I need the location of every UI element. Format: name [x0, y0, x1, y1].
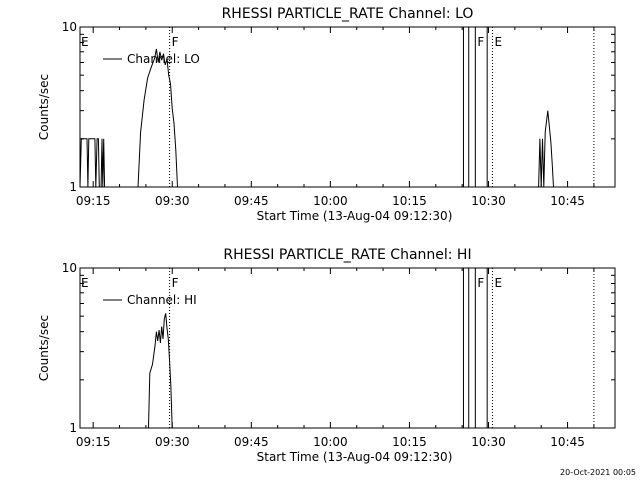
x-tick-label: 10:00 [313, 435, 348, 449]
series-line [148, 313, 173, 429]
x-axis-label: Start Time (13-Aug-04 09:12:30) [257, 450, 453, 464]
event-marker-label: E [81, 276, 89, 290]
event-marker-label: F [172, 276, 179, 290]
x-tick-label: 09:45 [234, 194, 269, 208]
event-marker-label: E [494, 35, 502, 49]
y-tick-label: 10 [62, 20, 77, 34]
chart-panel-hi: RHESSI PARTICLE_RATE Channel: HI 09:15 09:… [37, 247, 616, 464]
x-tick-label: 10:15 [392, 435, 427, 449]
event-marker-label: F [477, 276, 484, 290]
legend-entry: Channel: HI [127, 293, 197, 307]
event-marker-label: E [494, 276, 502, 290]
x-tick-label: 09:45 [234, 435, 269, 449]
y-tick-label: 1 [69, 421, 77, 435]
event-marker-label: F [172, 35, 179, 49]
generated-timestamp: 20-Oct-2021 00:05 [560, 468, 636, 477]
y-tick-label: 10 [62, 261, 77, 275]
x-tick-label: 10:00 [313, 194, 348, 208]
series-line [79, 48, 554, 188]
chart-title: RHESSI PARTICLE_RATE Channel: LO [222, 6, 474, 22]
legend-entry: Channel: LO [127, 52, 200, 66]
x-tick-label: 09:15 [76, 194, 111, 208]
y-axis-label: Counts/sec [37, 315, 51, 381]
y-tick-label: 1 [69, 180, 77, 194]
x-tick-label: 10:30 [471, 194, 506, 208]
x-tick-label: 10:30 [471, 435, 506, 449]
event-marker-label: F [477, 35, 484, 49]
y-axis-label: Counts/sec [37, 74, 51, 140]
event-marker-label: E [81, 35, 89, 49]
x-tick-label: 10:15 [392, 194, 427, 208]
x-axis-label: Start Time (13-Aug-04 09:12:30) [257, 209, 453, 223]
x-tick-label: 09:15 [76, 435, 111, 449]
x-tick-label: 10:45 [550, 194, 585, 208]
plot-frame [79, 267, 616, 429]
x-tick-label: 09:30 [155, 194, 190, 208]
chart-title: RHESSI PARTICLE_RATE Channel: HI [223, 247, 471, 263]
chart-panel-lo: RHESSI PARTICLE_RATE Channel: LO 09:15 09:… [37, 6, 616, 223]
x-tick-label: 09:30 [155, 435, 190, 449]
plot-frame [79, 26, 616, 188]
x-tick-label: 10:45 [550, 435, 585, 449]
